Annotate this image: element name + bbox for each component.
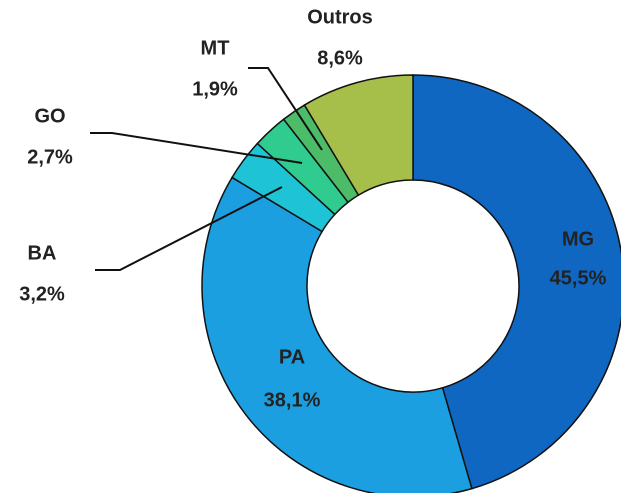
- category-label: MG: [562, 228, 594, 250]
- category-label: Outros: [307, 6, 373, 28]
- category-label: GO: [34, 105, 65, 127]
- category-label: MT: [201, 37, 230, 59]
- value-label: 38,1%: [264, 389, 321, 411]
- value-label: 8,6%: [317, 47, 363, 69]
- leader-line: [95, 186, 283, 271]
- value-label: 45,5%: [550, 267, 607, 289]
- slice: [201, 176, 473, 493]
- value-label: 1,9%: [192, 78, 238, 100]
- leader-line: [90, 132, 303, 164]
- slices: [201, 74, 621, 493]
- slice: [412, 74, 621, 490]
- value-label: 2,7%: [27, 146, 73, 168]
- category-label: PA: [279, 346, 305, 368]
- category-label: BA: [28, 242, 57, 264]
- value-label: 3,2%: [19, 283, 65, 305]
- leader-line: [248, 67, 323, 151]
- slice: [303, 74, 414, 197]
